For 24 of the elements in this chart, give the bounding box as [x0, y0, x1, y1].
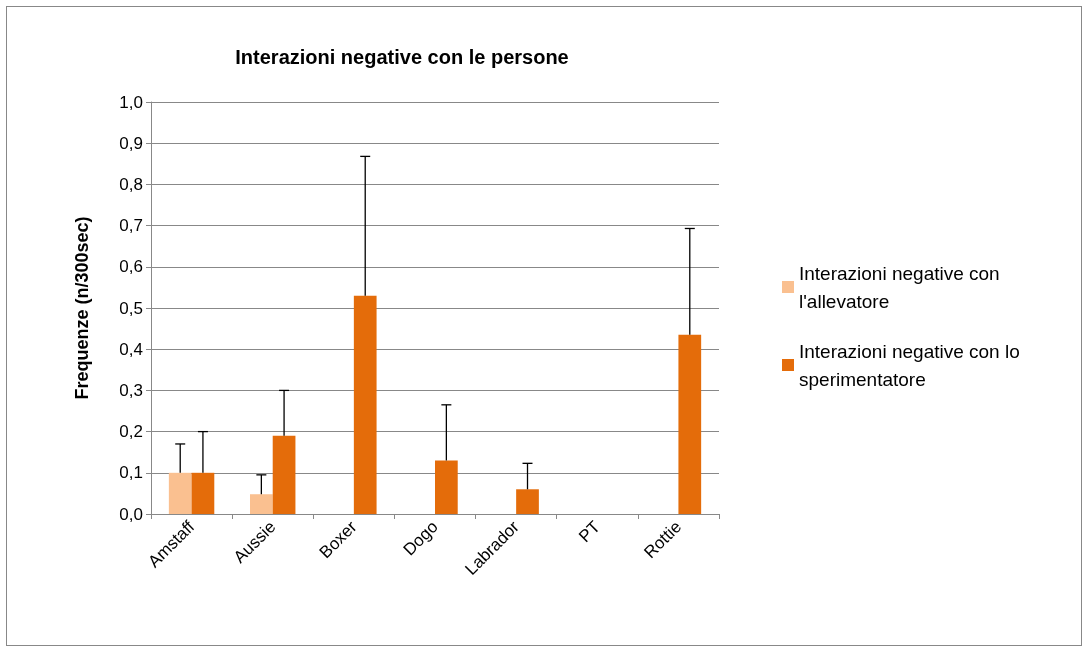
bar — [678, 334, 702, 514]
y-tick-label: 0,0 — [119, 504, 143, 524]
y-tick-label: 0,3 — [119, 380, 143, 400]
bar — [272, 435, 296, 514]
bar — [516, 489, 539, 514]
y-tick-label: 0,2 — [119, 422, 143, 442]
bar — [191, 472, 215, 514]
y-tick-label: 0,1 — [119, 463, 143, 483]
y-tick-label: 0,5 — [119, 298, 143, 318]
bar — [168, 472, 192, 514]
legend-label: Interazioni negative con l'allevatore — [799, 262, 1005, 312]
y-tick-label: 0,7 — [119, 216, 143, 236]
bar — [353, 295, 377, 514]
bar — [249, 494, 273, 514]
x-tick-label: PT — [575, 517, 604, 547]
y-tick-label: 0,9 — [119, 133, 143, 153]
y-axis-title: Frequenze (n/300sec) — [72, 216, 92, 400]
chart-title: Interazioni negative con le persone — [235, 46, 569, 68]
y-tick-label: 1,0 — [119, 92, 143, 112]
y-tick-label: 0,6 — [119, 257, 143, 277]
legend-label: Interazioni negative con lo sperimentatore — [799, 340, 1026, 390]
y-tick-label: 0,8 — [119, 174, 143, 194]
y-tick-label: 0,4 — [119, 339, 143, 359]
bar — [435, 460, 458, 514]
